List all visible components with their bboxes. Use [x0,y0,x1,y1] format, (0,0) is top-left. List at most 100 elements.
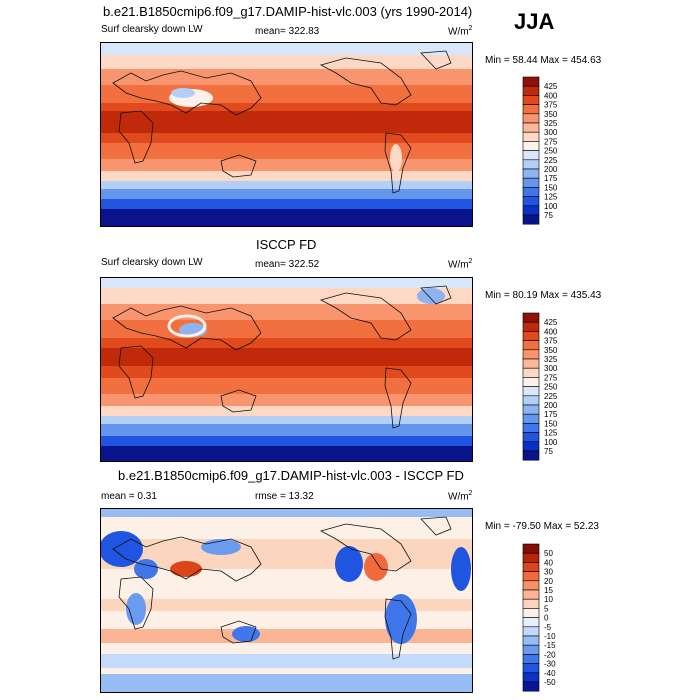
panel3-colorbar: 50 40 30 20 15 10 5 0 -5 -10 -15 -20 -30 -40 -50 [522,543,583,699]
panel2-colorbar-tick-label: 325 [544,355,558,364]
panel3-title: b.e21.B1850cmip6.f09_g17.DAMIP-hist-vlc.… [118,468,464,483]
panel3-colorbar-box [522,598,540,609]
panel1-colorbar-box [522,104,540,115]
panel3-colorbar-tick-label: -15 [544,641,556,650]
panel1-colorbar-box [522,85,540,96]
panel2-map [100,277,473,462]
panel2-colorbar-tick-label: 75 [544,447,553,456]
panel2-field-label: Surf clearsky down LW [101,257,203,268]
panel1-colorbar: 425 400 375 350 325 300 275 250 225 200 175 150 125 1… [522,76,583,232]
panel1-heatmap [101,43,472,226]
panel3-colorbar-box [522,654,540,664]
panel2-colorbar-box [522,340,540,351]
panel2-colorbar-tick-label: 425 [544,318,558,327]
panel3-colorbar-box [522,617,540,628]
panel3-map [100,508,473,693]
panel3-units: W/m2 [448,490,473,503]
panel1-mean-label: mean= 322.83 [255,26,320,37]
panel2-colorbar-box [522,377,540,387]
panel1-colorbar-tick-label: 425 [544,82,558,91]
panel3-colorbar-tick-label: 20 [544,577,553,586]
panel2-colorbar-box [522,367,540,378]
panel2-colorbar-box [522,432,540,443]
panel2-colorbar-tick-label: 375 [544,337,558,346]
panel2-colorbar-tick-label: 400 [544,327,558,336]
panel2-colorbar-box [522,349,540,360]
panel2-colorbar-tick-label: 225 [544,392,558,401]
panel2-colorbar-box [522,404,540,415]
panel3-colorbar-box [522,543,540,554]
panel1-colorbar-box [522,205,540,216]
panel1-colorbar-tick-label: 200 [544,165,558,174]
panel1-colorbar-box [522,196,540,207]
panel2-colorbar-tick-label: 275 [544,373,558,382]
panel2-colorbar-box [522,386,540,397]
panel3-colorbar-tick-label: 50 [544,549,553,558]
panel1-colorbar-box [522,214,540,225]
panel3-heatmap [101,509,472,692]
panel1-colorbar-box [522,76,540,87]
panel2-colorbar-box [522,331,540,341]
panel2-colorbar-box [522,450,540,461]
panel2-colorbar-tick-label: 200 [544,401,558,410]
panel3-rmse-label: rmse = 13.32 [255,491,314,502]
panel3-colorbar-box [522,608,540,618]
panel1-colorbar-tick-label: 75 [544,211,553,220]
panel1-colorbar-tick-label: 375 [544,101,558,110]
panel1-colorbar-box [522,187,540,197]
panel1-units: W/m2 [448,25,473,38]
panel3-mean-label: mean = 0.31 [101,491,157,502]
panel3-colorbar-box [522,562,540,572]
season-label: JJA [514,9,555,34]
panel3-colorbar-tick-label: 10 [544,595,553,604]
panel2-colorbar-tick-label: 125 [544,429,558,438]
panel1-colorbar-box [522,159,540,170]
panel3-colorbar-box [522,681,540,692]
panel1-colorbar-tick-label: 100 [544,202,558,211]
panel2-colorbar-tick-label: 100 [544,438,558,447]
panel3-colorbar-box [522,663,540,674]
panel3-colorbar-tick-label: 30 [544,568,553,577]
panel1-colorbar-tick-label: 325 [544,119,558,128]
panel2-mean-label: mean= 322.52 [255,259,320,270]
panel1-colorbar-tick-label: 225 [544,156,558,165]
panel3-colorbar-tick-label: -5 [544,623,552,632]
panel3-colorbar-tick-label: 40 [544,558,553,567]
panel3-minmax: Min = -79.50 Max = 52.23 [485,521,599,532]
panel1-minmax: Min = 58.44 Max = 454.63 [485,55,602,66]
panel3-colorbar-tick-label: -20 [544,650,556,659]
panel3-colorbar-box [522,644,540,655]
panel1-map [100,42,473,227]
panel2-colorbar-box [522,413,540,424]
panel2-colorbar-tick-label: 250 [544,383,558,392]
panel1-colorbar-box [522,131,540,142]
panel3-colorbar-box [522,635,540,646]
panel1-colorbar-tick-label: 300 [544,128,558,137]
panel1-colorbar-box [522,177,540,188]
panel1-colorbar-box [522,122,540,133]
panel2-colorbar-box [522,312,540,323]
panel3-colorbar-tick-label: 5 [544,604,549,613]
panel2-colorbar-box [522,321,540,332]
panel3-colorbar-box [522,589,540,600]
panel2-colorbar-tick-label: 350 [544,346,558,355]
panel1-field-label: Surf clearsky down LW [101,24,203,35]
panel3-colorbar-tick-label: -50 [544,678,556,687]
panel2-units: W/m2 [448,258,473,271]
panel2-colorbar-box [522,441,540,452]
panel1-colorbar-tick-label: 350 [544,110,558,119]
panel3-colorbar-box [522,626,540,637]
panel2-colorbar-tick-label: 300 [544,364,558,373]
panel2-colorbar-box [522,395,540,406]
panel2-title: ISCCP FD [256,237,317,252]
panel1-colorbar-box [522,113,540,124]
panel1-colorbar-svg: 4254003753503253002752502252001751501251… [522,76,558,225]
panel3-colorbar-tick-label: -10 [544,632,556,641]
panel3-colorbar-box [522,571,540,582]
panel1-colorbar-box [522,141,540,151]
panel2-colorbar-tick-label: 150 [544,419,558,428]
panel3-colorbar-tick-label: -40 [544,669,556,678]
panel1-colorbar-tick-label: 400 [544,91,558,100]
panel2-colorbar-svg: 4254003753503253002752502252001751501251… [522,312,558,461]
